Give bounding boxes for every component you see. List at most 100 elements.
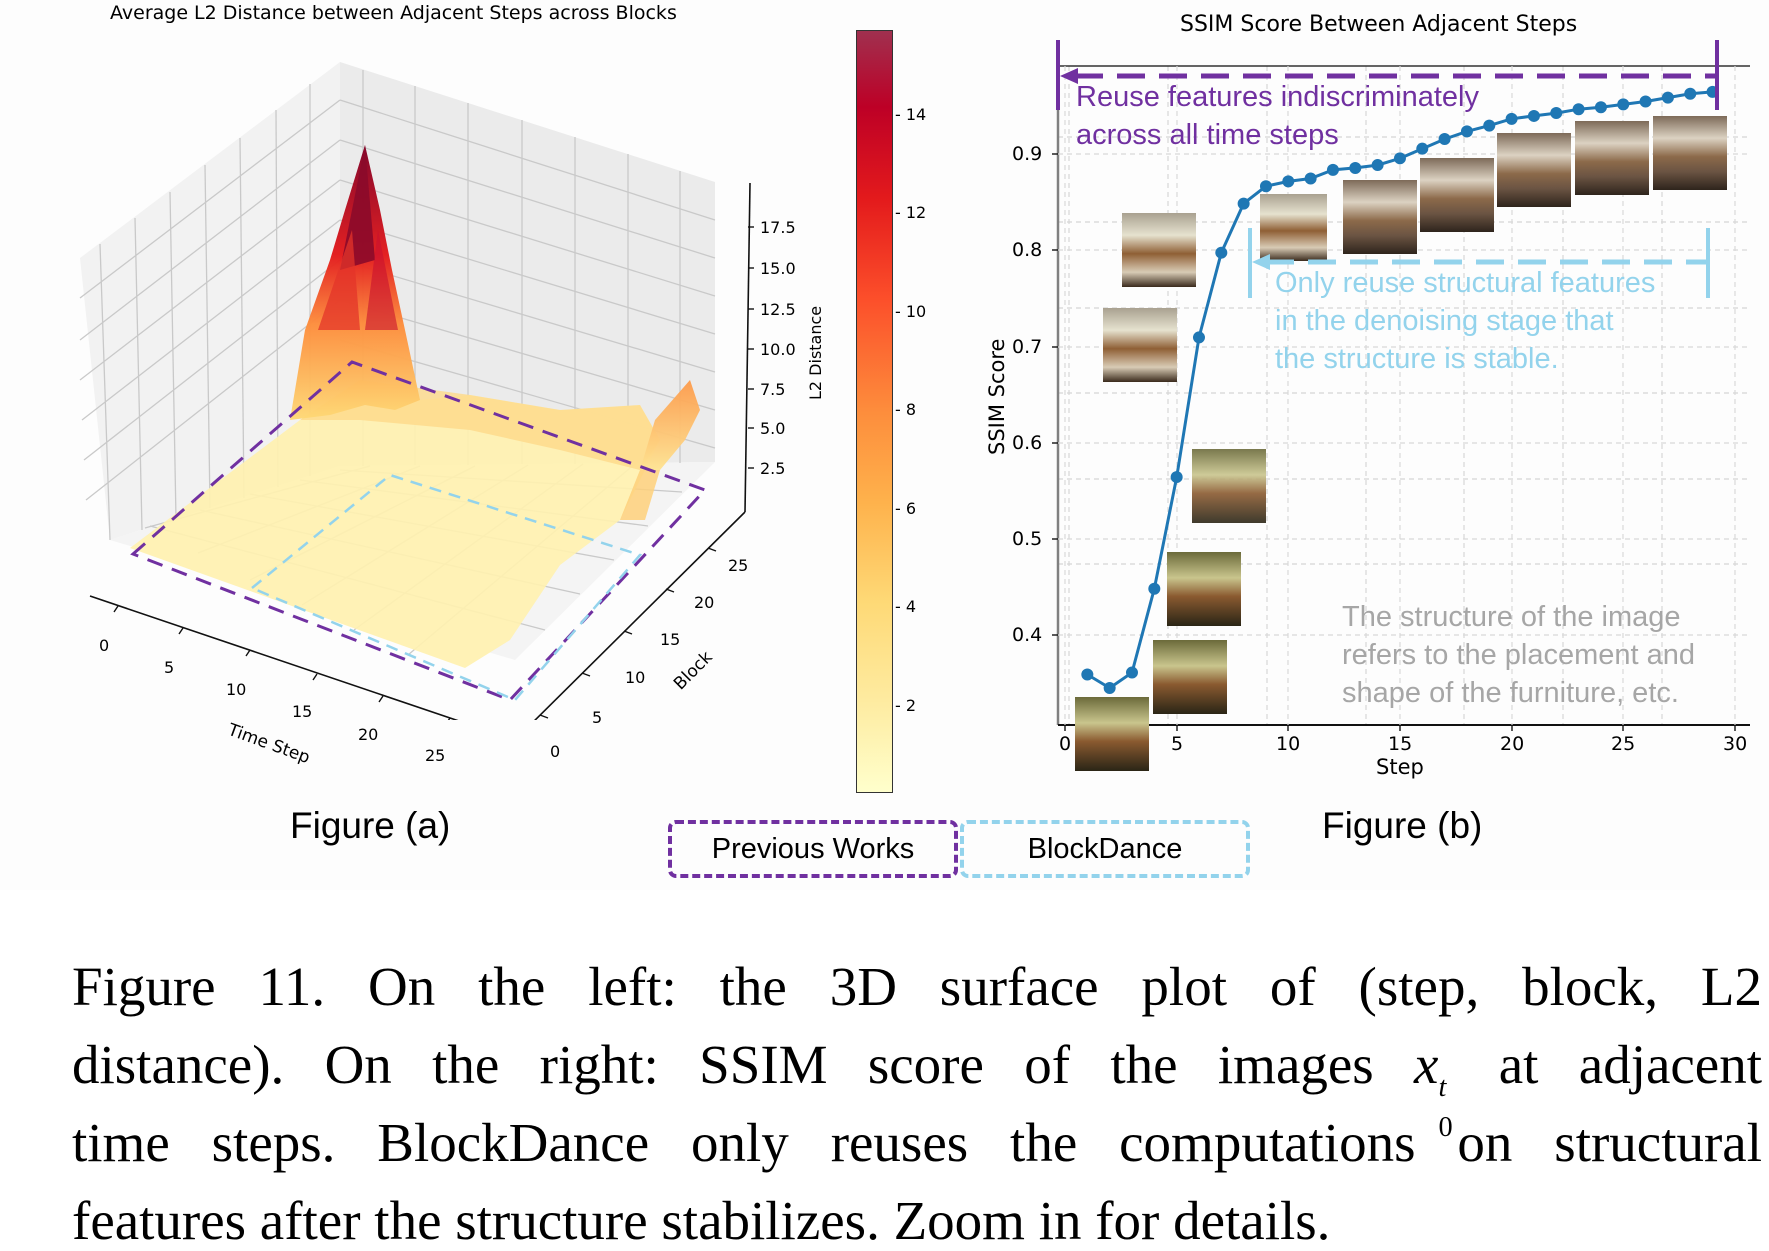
- x-tick-5: 5: [1171, 733, 1184, 755]
- y-tick-0: 0: [550, 742, 561, 761]
- ssim-point: [1661, 91, 1674, 104]
- time-step-axis: [89, 595, 459, 720]
- ssim-data-points: [1081, 85, 1719, 694]
- legend-previous-works-label: Previous Works: [711, 832, 915, 865]
- y-tick-25: 25: [728, 556, 749, 575]
- y-tick-0.4: 0.4: [1012, 624, 1043, 646]
- ssim-point: [1282, 175, 1295, 188]
- ssim-point: [1125, 666, 1138, 679]
- z-tick-5.0: 5.0: [760, 419, 786, 438]
- thumbnail-step-26: [1653, 116, 1727, 190]
- blockdance-annotation: Only reuse structural features in the de…: [1275, 267, 1656, 375]
- legend-blockdance: BlockDance: [960, 820, 1250, 878]
- surface-plot-3d: [79, 62, 754, 720]
- caption-line-1: Figure 11. On the left: the 3D surface p…: [72, 956, 1762, 1017]
- cbar-tick-8: - 8: [895, 400, 917, 419]
- y-tick-20: 20: [694, 593, 715, 612]
- ssim-point: [1438, 133, 1451, 146]
- ssim-point: [1103, 681, 1116, 694]
- x-axis-label: Step: [1376, 755, 1424, 779]
- l2-distance-axis: [744, 182, 751, 513]
- z-tick-17.5: 17.5: [760, 218, 796, 237]
- cbar-tick-2: - 2: [895, 696, 917, 715]
- ssim-point: [1148, 582, 1161, 595]
- ssim-point: [1393, 152, 1406, 165]
- x-tick-0: 0: [1059, 733, 1072, 755]
- x-tick-10: 10: [226, 680, 247, 699]
- ssim-point: [1505, 112, 1518, 125]
- figure-caption: Figure 11. On the left: the 3D surface p…: [72, 948, 1762, 1251]
- cbar-tick-10: - 10: [895, 302, 927, 321]
- thumbnail-step-4: [1167, 552, 1241, 626]
- figure-b-title: SSIM Score Between Adjacent Steps: [1180, 12, 1578, 37]
- figure-a-title: Average L2 Distance between Adjacent Ste…: [110, 2, 677, 24]
- z-tick-15.0: 15.0: [760, 259, 796, 278]
- y-tick-0.9: 0.9: [1012, 143, 1043, 165]
- ssim-point: [1527, 109, 1540, 122]
- y-tick-0.6: 0.6: [1012, 432, 1043, 454]
- ssim-point: [1572, 103, 1585, 116]
- x-tick-25: 25: [425, 746, 446, 765]
- late-block-ridge: [640, 380, 700, 470]
- structure-note: The structure of the image refers to the…: [1342, 601, 1696, 709]
- figure-b-label: Figure (b): [1322, 805, 1483, 846]
- x-tick-20: 20: [358, 725, 379, 744]
- cbar-tick-14: - 14: [895, 105, 927, 124]
- blockdance-region: [249, 473, 643, 702]
- ssim-point: [1326, 163, 1339, 176]
- ssim-point: [1416, 142, 1429, 155]
- ssim-point: [1684, 87, 1697, 100]
- y-tick-0.8: 0.8: [1012, 239, 1043, 261]
- z-tick-7.5: 7.5: [760, 380, 786, 399]
- ssim-plot-layer: [1052, 40, 1750, 771]
- block-axis: [534, 511, 746, 720]
- x-tick-30: 30: [1723, 733, 1748, 755]
- ssim-point: [1304, 172, 1317, 185]
- legend-blockdance-label: BlockDance: [1027, 832, 1183, 865]
- ssim-point: [1237, 197, 1250, 210]
- caption-line-4: features after the structure stabilizes.…: [72, 1190, 1331, 1251]
- ssim-point: [1639, 95, 1652, 108]
- legend-previous-works: Previous Works: [668, 820, 958, 878]
- thumbnail-step-9: [1260, 194, 1327, 261]
- previous-works-annotation: Reuse features indiscriminately across a…: [1076, 81, 1479, 151]
- colorbar: [856, 30, 893, 793]
- figure-panel: Average L2 Distance between Adjacent Ste…: [79, 2, 1750, 878]
- x-tick-5: 5: [164, 658, 175, 677]
- y-tick-0.5: 0.5: [1012, 528, 1043, 550]
- thumbnail-step-6: [1103, 308, 1177, 382]
- thumbnail-step-12: [1343, 180, 1417, 254]
- y-tick-0.7: 0.7: [1012, 336, 1043, 358]
- ssim-point: [1550, 107, 1563, 120]
- ssim-point: [1349, 161, 1362, 174]
- x-tick-15: 15: [1388, 733, 1413, 755]
- z-tick-10.0: 10.0: [760, 340, 796, 359]
- caption-line-2: distance). On the right: SSIM score of t…: [72, 1034, 1762, 1143]
- x-tick-0: 0: [99, 636, 110, 655]
- ssim-point: [1081, 668, 1094, 681]
- ssim-point: [1192, 331, 1205, 344]
- x-tick-10: 10: [1276, 733, 1301, 755]
- cbar-tick-4: - 4: [895, 597, 917, 616]
- colorbar-ticks: - 2 - 4 - 6 - 8 - 10 - 12 - 14: [893, 30, 933, 793]
- previous-works-region: [130, 360, 708, 702]
- thumbnail-step-5: [1192, 449, 1266, 523]
- thumbnail-step-15: [1420, 158, 1494, 232]
- ssim-point: [1371, 159, 1384, 172]
- ssim-point: [1259, 180, 1272, 193]
- ssim-point: [1617, 98, 1630, 111]
- ssim-point: [1170, 471, 1183, 484]
- z-tick-12.5: 12.5: [760, 300, 796, 319]
- thumbnail-step-22: [1575, 121, 1649, 195]
- cbar-tick-6: - 6: [895, 499, 917, 518]
- denoising-thumbnails: [1075, 116, 1727, 771]
- y-tick-15: 15: [660, 630, 681, 649]
- y-axis-label: SSIM Score: [985, 338, 1009, 455]
- thumbnail-step-7: [1122, 213, 1196, 287]
- figure-a-label: Figure (a): [290, 805, 451, 846]
- thumbnail-step-18: [1497, 133, 1571, 207]
- thumbnail-step-1: [1075, 697, 1149, 771]
- x-tick-25: 25: [1611, 733, 1636, 755]
- y-tick-10: 10: [625, 668, 646, 687]
- x-tick-15: 15: [292, 702, 313, 721]
